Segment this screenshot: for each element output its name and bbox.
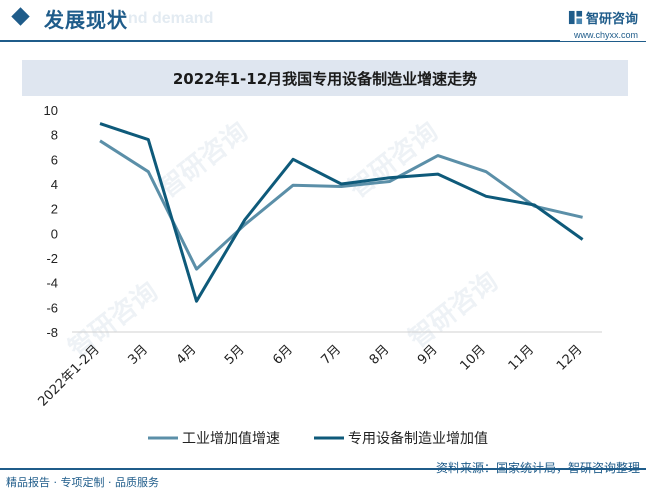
section-title: 发展现状 (44, 8, 128, 32)
x-tick-label: 11月 (506, 342, 537, 373)
y-tick-label: -4 (46, 276, 58, 291)
series-line-2 (99, 122, 584, 303)
y-tick-label: -6 (46, 300, 58, 315)
footer-tagline: 精品报告 · 专项定制 · 品质服务 (6, 476, 159, 489)
header-background-text: nd demand (128, 10, 214, 27)
chart-title-bar: 2022年1-12月我国专用设备制造业增速走势 (22, 60, 628, 96)
page-header: 发展现状 nd demand 智研咨询 www.chyxx.com (0, 0, 646, 46)
footer-divider (0, 468, 646, 470)
x-tick-label: 5月 (222, 342, 248, 368)
brand-logo-icon (568, 10, 583, 25)
header-divider-thin (560, 41, 646, 42)
x-tick-label: 3月 (125, 342, 151, 368)
x-tick-label: 4月 (174, 342, 200, 368)
y-tick-label: -8 (46, 325, 58, 340)
y-tick-label: 4 (51, 177, 58, 192)
legend-label: 专用设备制造业增加值 (348, 430, 488, 447)
x-tick-label: 10月 (457, 342, 488, 373)
x-tick-label: 8月 (367, 342, 393, 368)
y-tick-label: 8 (51, 128, 58, 143)
x-tick-label: 9月 (415, 342, 441, 368)
legend-label: 工业增加值增速 (182, 431, 280, 447)
header-divider (0, 40, 560, 42)
y-tick-label: 6 (51, 152, 58, 167)
y-tick-label: -2 (46, 251, 58, 266)
x-tick-label: 2022年1-2月 (35, 342, 102, 409)
y-tick-label: 2 (51, 202, 58, 217)
x-tick-label: 7月 (318, 342, 344, 368)
x-tick-label: 6月 (270, 342, 296, 368)
diamond-icon (11, 7, 30, 26)
brand: 智研咨询 www.chyxx.com (568, 7, 638, 40)
x-tick-label: 12月 (554, 342, 585, 373)
series-line-1 (99, 139, 583, 271)
brand-name: 智研咨询 (585, 12, 638, 27)
chart-title: 2022年1-12月我国专用设备制造业增速走势 (172, 70, 478, 88)
y-tick-label: 10 (44, 103, 58, 118)
line-chart: 10 8 6 4 2 0 -2 -4 -6 -8 2022年1-2月 3月 4月 5月 6月 7月 8月 9月 10… (35, 103, 602, 447)
brand-url: www.chyxx.com (573, 30, 638, 40)
y-tick-label: 0 (51, 226, 58, 241)
